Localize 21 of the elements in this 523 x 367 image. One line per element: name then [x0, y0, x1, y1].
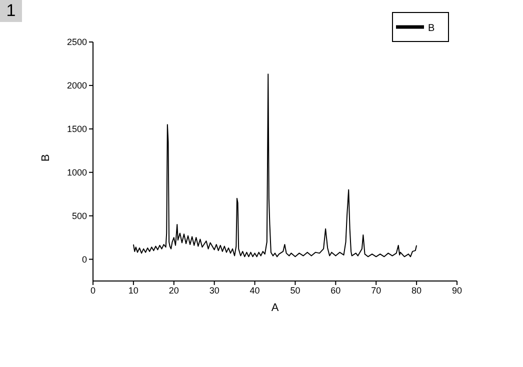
y-tick-label: 0: [82, 254, 87, 264]
x-tick-label: 10: [128, 285, 138, 296]
legend-label: B: [428, 23, 435, 34]
y-tick-label: 500: [72, 211, 87, 222]
x-axis-title: A: [271, 302, 280, 314]
y-tick-label: 1000: [66, 168, 87, 178]
y-tick-label: 2000: [66, 80, 87, 91]
x-tick-label: 50: [290, 285, 300, 296]
x-tick-label: 30: [209, 285, 220, 296]
x-tick-label: 90: [452, 285, 462, 296]
line-series: [132, 74, 418, 258]
x-tick-label: 70: [371, 285, 382, 296]
x-tick-label: 80: [412, 285, 422, 296]
x-tick-label: 40: [250, 285, 260, 296]
x-tick-label: 0: [90, 285, 96, 296]
x-tick-label: 20: [168, 285, 179, 296]
y-tick-label: 2500: [66, 37, 87, 48]
y-axis-title: B: [40, 154, 52, 162]
y-tick-label: 1500: [66, 124, 87, 134]
x-tick-label: 60: [330, 285, 341, 296]
text: 1: [0, 0, 22, 22]
